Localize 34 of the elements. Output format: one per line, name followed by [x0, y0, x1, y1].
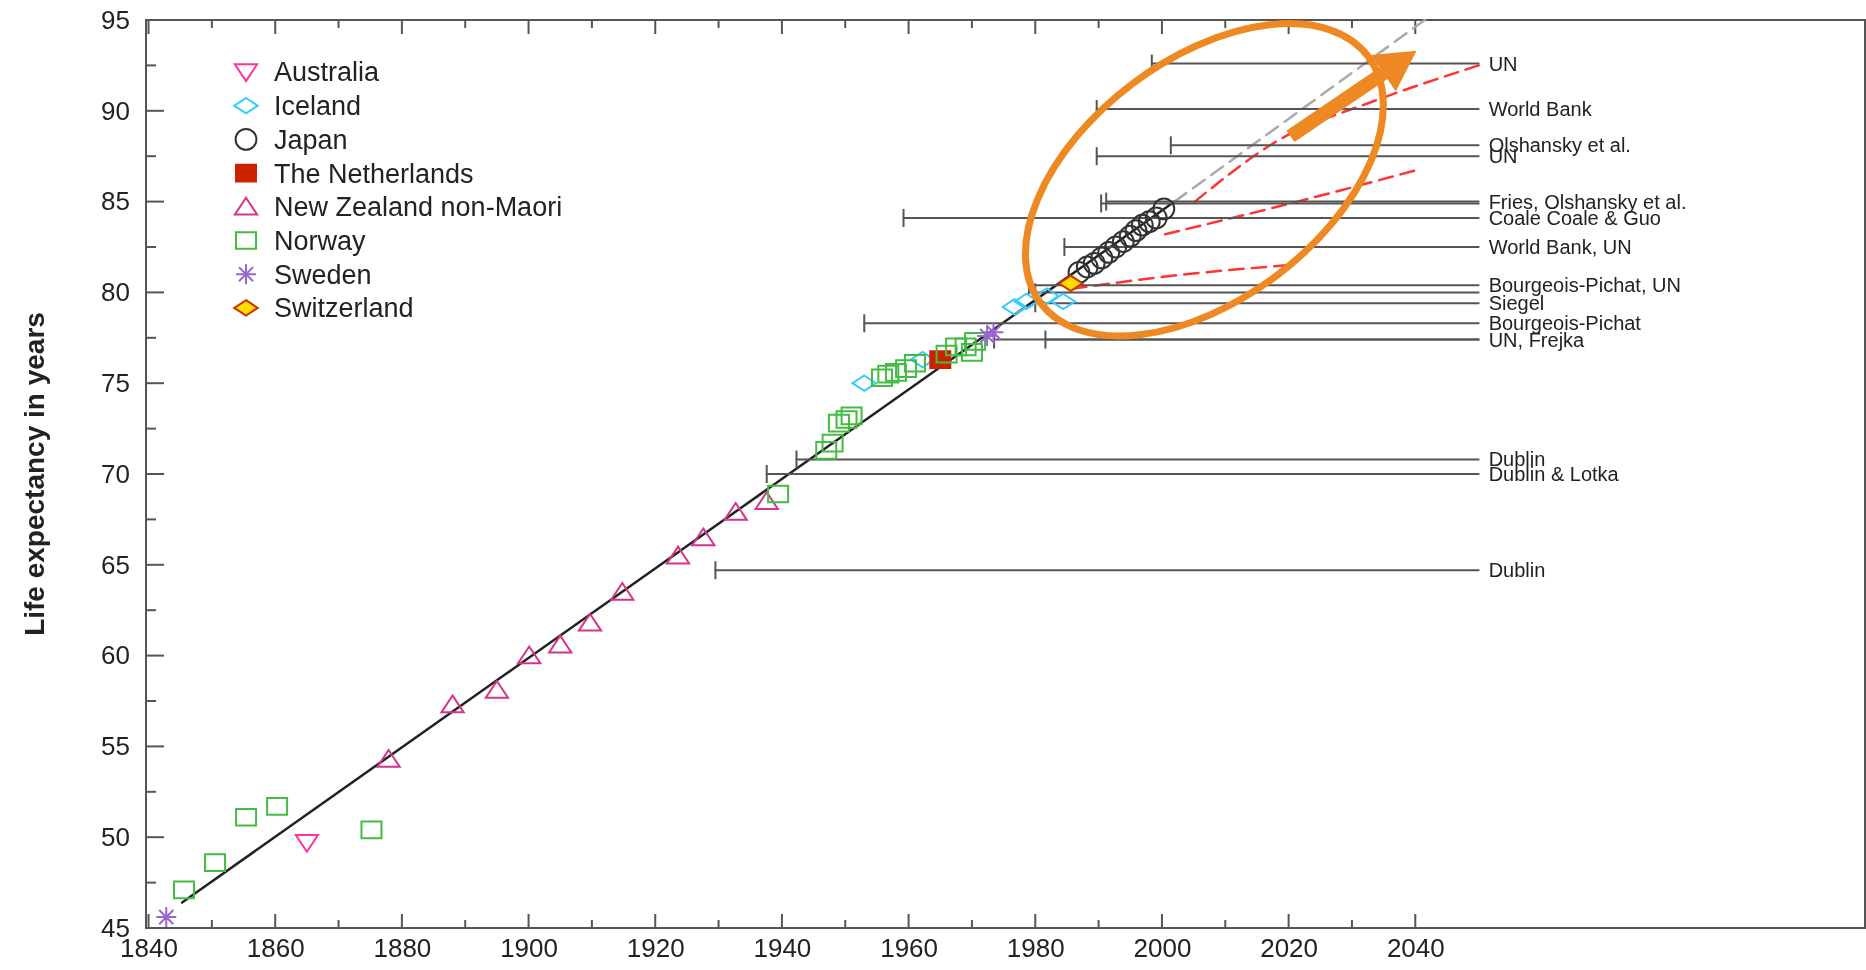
x-tick-label: 2040 — [1386, 933, 1445, 963]
series-label: Dublin — [1488, 559, 1546, 582]
y-tick-label: 80 — [101, 277, 130, 308]
y-tick-label: 75 — [101, 368, 130, 399]
series-label: Bourgeois-Pichat, UN — [1488, 274, 1681, 297]
legend-label: Sweden — [274, 259, 372, 290]
y-tick-label: 50 — [101, 822, 130, 853]
x-tick-label: 2020 — [1260, 933, 1319, 963]
x-tick-label: 1960 — [880, 933, 939, 963]
y-tick-label: 65 — [101, 549, 130, 580]
series-label: World Bank — [1488, 97, 1593, 120]
legend-label: Switzerland — [274, 293, 414, 324]
y-tick-label: 95 — [101, 4, 130, 35]
legend-label: Japan — [274, 124, 348, 155]
y-tick-label: 55 — [101, 731, 130, 762]
x-tick-label: 1900 — [500, 933, 558, 963]
y-tick-label: 90 — [101, 95, 130, 126]
legend-label: New Zealand non-Maori — [274, 192, 563, 223]
x-tick-label: 1920 — [626, 933, 685, 963]
legend-label: The Netherlands — [274, 158, 474, 189]
legend-label: Australia — [274, 57, 381, 88]
x-tick-label: 2000 — [1133, 933, 1192, 963]
y-axis-title: Life expectancy in years — [19, 312, 50, 636]
x-tick-label: 1860 — [246, 933, 305, 963]
series-label: UN — [1488, 52, 1518, 75]
x-tick-label: 1980 — [1006, 933, 1065, 963]
y-tick-label: 60 — [101, 640, 130, 671]
x-tick-label: 1940 — [753, 933, 812, 963]
series-label: World Bank, UN — [1488, 236, 1632, 258]
y-tick-label: 85 — [101, 186, 130, 217]
legend-label: Norway — [274, 225, 367, 256]
y-tick-label: 70 — [101, 458, 130, 489]
x-tick-label: 1880 — [373, 933, 432, 963]
legend-label: Iceland — [274, 91, 362, 122]
